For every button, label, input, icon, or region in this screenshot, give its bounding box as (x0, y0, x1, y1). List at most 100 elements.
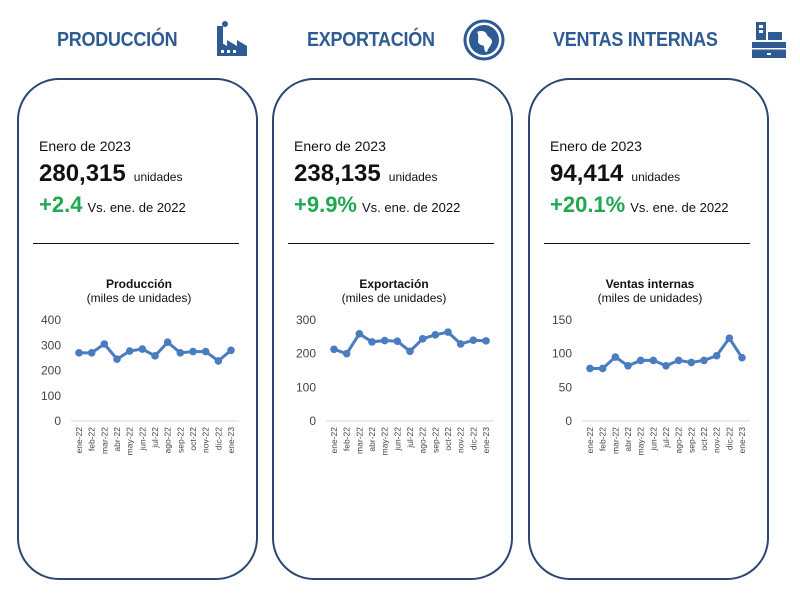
y-tick-label: 100 (552, 347, 572, 361)
change-value: +2.4 (39, 192, 83, 217)
x-tick-label: ago-22 (674, 427, 684, 454)
line-chart: Producción(miles de unidades) 0 100 200 300 4… (41, 277, 239, 455)
x-tick-label: jun-22 (648, 427, 658, 452)
x-tick-label: jul-22 (661, 427, 671, 449)
x-tick-label: ene-22 (585, 427, 595, 454)
x-tick-label: jun-22 (392, 427, 402, 452)
data-point (189, 347, 197, 356)
y-tick-label: 400 (41, 313, 61, 327)
x-tick-label: jul-22 (150, 427, 160, 449)
data-point (598, 364, 607, 373)
change-compare: Vs. ene. de 2022 (87, 200, 186, 215)
change-compare: Vs. ene. de 2022 (362, 200, 461, 215)
data-point (355, 330, 364, 338)
kpi-value: 280,315 unidades (39, 160, 182, 188)
data-point (214, 357, 223, 365)
x-tick-label: ene-23 (226, 427, 236, 454)
data-point (636, 356, 645, 365)
card-produccion: Enero de 2023 280,315 unidades +2.4 Vs. en… (17, 78, 258, 580)
x-tick-label: feb-22 (342, 427, 352, 451)
data-point (87, 349, 96, 357)
x-tick-label: ene-23 (481, 427, 491, 454)
cash-register-icon (751, 22, 786, 58)
x-tick-label: ene-23 (737, 427, 747, 454)
data-point (125, 347, 134, 355)
chart-title: Producción (106, 277, 172, 291)
value-unit: unidades (133, 170, 183, 184)
data-point (330, 345, 338, 354)
data-point (380, 336, 389, 345)
value-unit: unidades (388, 170, 438, 184)
x-tick-label: ago-22 (418, 427, 428, 454)
x-tick-label: abr-22 (623, 427, 633, 452)
period-label: Enero de 2023 (39, 138, 131, 154)
x-tick-label: sep-22 (175, 427, 185, 453)
data-point (406, 347, 414, 356)
y-tick-label: 100 (296, 380, 316, 394)
x-tick-label: oct-22 (699, 427, 709, 451)
chart-title: Exportación (359, 277, 428, 291)
y-tick-label: 200 (296, 347, 316, 361)
x-tick-label: may-22 (380, 427, 390, 456)
y-tick-label: 150 (552, 313, 572, 327)
value-number: 94,414 (550, 160, 624, 187)
globe-icon (463, 19, 505, 61)
line-chart: Exportación(miles de unidades) 0 100 200 300… (296, 277, 494, 456)
y-tick-label: 0 (565, 414, 572, 428)
data-point (151, 352, 159, 360)
data-point (138, 345, 147, 353)
data-point (674, 356, 683, 365)
data-point (227, 346, 235, 355)
data-point (393, 337, 402, 346)
x-tick-label: nov-22 (456, 427, 466, 453)
y-tick-label: 200 (41, 364, 61, 378)
data-point (712, 351, 721, 360)
data-point (611, 353, 620, 361)
data-point (624, 361, 632, 370)
y-tick-label: 100 (41, 389, 61, 403)
x-tick-label: jul-22 (405, 427, 415, 449)
card-ventas-internas: Enero de 2023 94,414 unidades +20.1% Vs. e… (528, 78, 769, 580)
x-tick-label: abr-22 (367, 427, 377, 452)
x-tick-label: feb-22 (598, 427, 608, 451)
x-tick-label: dic-22 (213, 427, 223, 450)
line-chart: Ventas internas(miles de unidades) 0 50 100… (552, 277, 750, 456)
data-point (75, 349, 83, 357)
divider (544, 243, 750, 244)
data-point (482, 337, 490, 345)
x-tick-label: jun-22 (137, 427, 147, 452)
data-point (431, 331, 440, 339)
x-tick-label: ago-22 (163, 427, 173, 454)
divider (33, 243, 239, 244)
data-point (113, 355, 121, 363)
x-tick-label: nov-22 (712, 427, 722, 453)
x-tick-label: mar-22 (610, 427, 620, 454)
x-tick-label: may-22 (636, 427, 646, 456)
kpi-value: 94,414 unidades (550, 160, 680, 188)
data-point (176, 349, 185, 357)
data-point (456, 340, 465, 348)
x-tick-label: mar-22 (354, 427, 364, 454)
value-number: 238,135 (294, 160, 381, 187)
kpi-change: +2.4 Vs. ene. de 2022 (39, 192, 186, 218)
data-point (700, 356, 708, 365)
change-value: +9.9% (294, 192, 357, 217)
value-unit: unidades (631, 170, 681, 184)
data-point (342, 349, 351, 358)
period-label: Enero de 2023 (294, 138, 386, 154)
x-tick-label: oct-22 (443, 427, 453, 451)
header-produccion: PRODUCCIÓN (57, 18, 251, 62)
y-tick-label: 0 (309, 414, 316, 428)
x-tick-label: ene-22 (74, 427, 84, 454)
data-point (368, 338, 376, 346)
data-point (201, 347, 210, 356)
data-point (469, 336, 478, 344)
x-tick-label: sep-22 (686, 427, 696, 453)
x-tick-label: sep-22 (430, 427, 440, 453)
data-point (444, 328, 452, 336)
chart-subtitle: (miles de unidades) (87, 291, 192, 305)
data-point (738, 353, 746, 362)
kpi-change: +9.9% Vs. ene. de 2022 (294, 192, 460, 218)
data-point (662, 361, 670, 370)
y-tick-label: 300 (296, 313, 316, 327)
